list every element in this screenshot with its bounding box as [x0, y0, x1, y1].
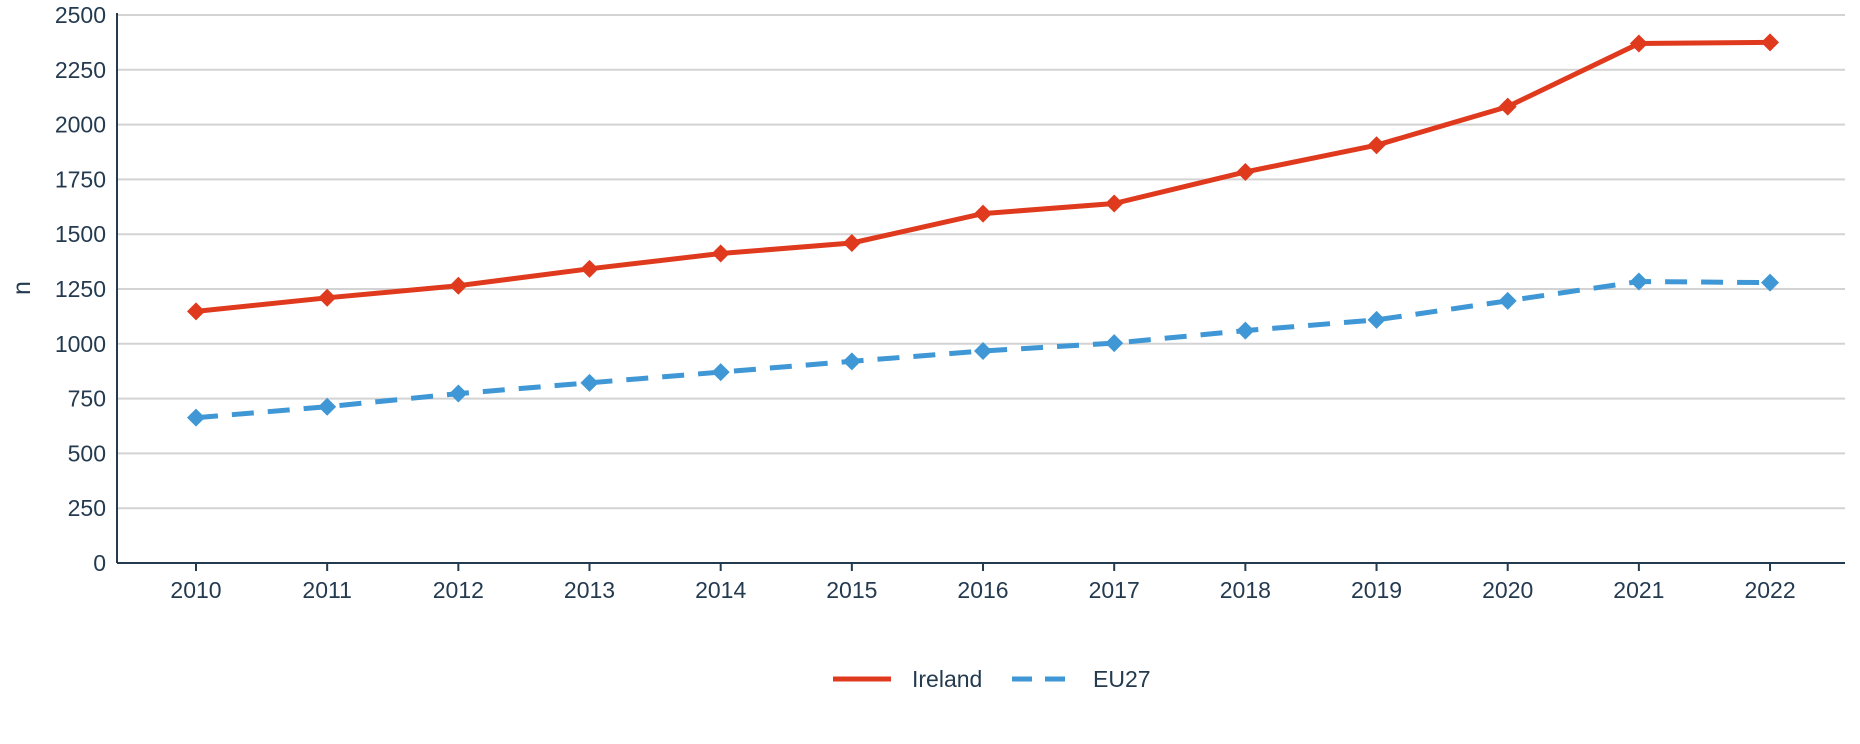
x-tick-label: 2010 [170, 577, 221, 603]
data-point-marker [1367, 310, 1386, 329]
data-point-marker [974, 342, 993, 361]
legend-item-eu27: EU27 [1012, 666, 1151, 692]
legend-label: EU27 [1093, 666, 1151, 692]
y-tick-label: 1500 [55, 221, 106, 247]
data-point-marker [1761, 33, 1780, 52]
x-tick-label: 2016 [957, 577, 1008, 603]
gridlines [117, 14, 1845, 510]
legend-item-ireland: Ireland [833, 666, 982, 692]
axes: 0 250 500 750 1000 1250 1500 1750 2000 2250 2500 20… [55, 2, 1845, 603]
data-point-marker [449, 384, 468, 403]
y-tick-label: 500 [68, 440, 106, 466]
y-tick-label: 0 [93, 550, 106, 576]
data-point-marker [1236, 162, 1255, 181]
x-tick-label: 2019 [1351, 577, 1402, 603]
data-point-marker [1498, 291, 1517, 310]
data-point-marker [187, 302, 205, 321]
y-axis-title: n [8, 281, 36, 295]
legend: Ireland EU27 [833, 666, 1151, 692]
x-tick-label: 2021 [1613, 577, 1664, 603]
x-tick-label: 2018 [1220, 577, 1271, 603]
x-tick-label: 2017 [1089, 577, 1140, 603]
data-point-marker [842, 352, 861, 371]
data-point-marker [318, 288, 337, 307]
legend-label: Ireland [912, 666, 982, 692]
x-tick-label: 2013 [564, 577, 615, 603]
data-point-marker [1629, 272, 1648, 291]
data-point-marker [1236, 321, 1255, 340]
y-tick-label: 750 [68, 386, 106, 412]
data-point-marker [711, 244, 730, 263]
y-tick-label: 1000 [55, 331, 106, 357]
data-point-marker [711, 363, 730, 382]
x-tick-label: 2015 [826, 577, 877, 603]
data-point-marker [580, 259, 599, 278]
y-tick-label: 250 [68, 495, 106, 521]
data-point-marker [580, 373, 599, 392]
series-layer [187, 33, 1780, 427]
x-tick-label: 2012 [433, 577, 484, 603]
x-tick-label: 2020 [1482, 577, 1533, 603]
y-tick-label: 1750 [55, 166, 106, 192]
series-eu27 [187, 272, 1780, 427]
y-tick-label: 2000 [55, 112, 106, 138]
y-tick-label: 2250 [55, 57, 106, 83]
data-point-marker [1629, 34, 1648, 53]
data-point-marker [1498, 97, 1517, 116]
x-tick-label: 2022 [1744, 577, 1795, 603]
data-point-marker [187, 408, 205, 427]
data-point-marker [1761, 273, 1780, 292]
data-point-marker [449, 276, 468, 295]
data-point-marker [1105, 334, 1124, 353]
series-ireland [187, 33, 1780, 321]
x-tick-label: 2014 [695, 577, 746, 603]
series-line [195, 39, 1771, 314]
x-tick-label: 2011 [302, 577, 351, 603]
data-point-marker [842, 233, 861, 252]
data-point-marker [1105, 194, 1124, 213]
data-point-marker [318, 397, 337, 416]
data-point-marker [1367, 136, 1386, 155]
data-point-marker [974, 204, 993, 223]
y-tick-label: 1250 [55, 276, 106, 302]
y-tick-label: 2500 [55, 2, 106, 28]
